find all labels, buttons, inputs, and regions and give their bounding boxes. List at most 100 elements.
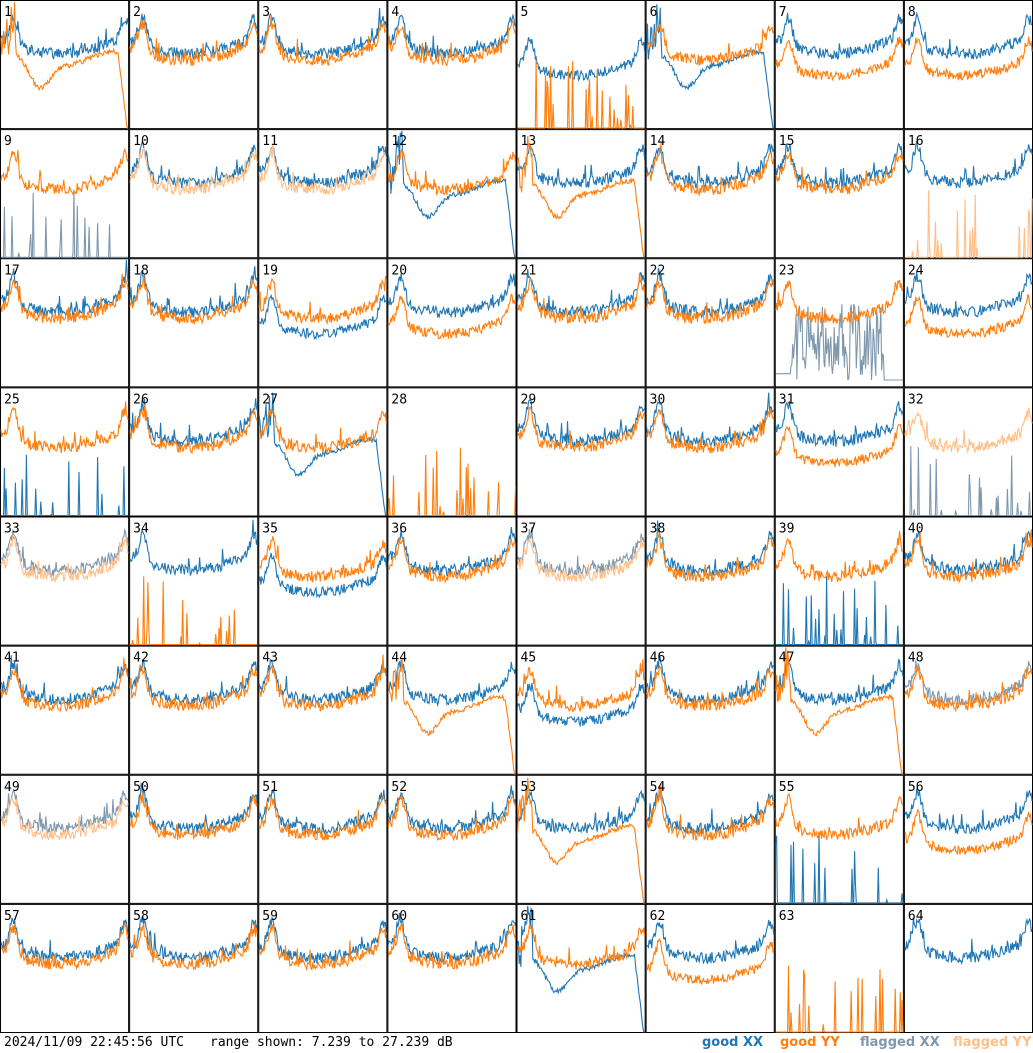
series-good-yy bbox=[904, 293, 1033, 338]
panel-border bbox=[387, 387, 517, 517]
panel-label: 21 bbox=[521, 263, 537, 278]
panel-64: 64 bbox=[903, 903, 1033, 1033]
panel-label: 61 bbox=[521, 909, 537, 924]
timestamp: 2024/11/09 22:45:56 UTC bbox=[4, 1035, 185, 1050]
series-good-xx bbox=[129, 398, 258, 447]
panel-border bbox=[258, 258, 388, 388]
panel-10: 10 bbox=[129, 129, 259, 259]
panel-31: 31 bbox=[774, 387, 904, 517]
panel-38: 38 bbox=[645, 516, 775, 646]
panel-label: 3 bbox=[262, 5, 270, 20]
panel-border bbox=[516, 258, 646, 388]
series-good-xx bbox=[258, 293, 387, 341]
series-good-yy bbox=[129, 404, 258, 455]
series-good-yy bbox=[0, 922, 129, 970]
panel-27: 27 bbox=[258, 387, 388, 517]
panel-border bbox=[645, 129, 775, 259]
panel-label: 12 bbox=[391, 134, 407, 149]
panel-border bbox=[387, 645, 517, 775]
panel-label: 44 bbox=[391, 651, 407, 666]
series-flagged-yy bbox=[516, 537, 645, 583]
series-flagged-yy bbox=[904, 407, 1033, 454]
series-good-yy bbox=[646, 142, 775, 197]
panel-3: 3 bbox=[258, 0, 388, 130]
series-good-xx bbox=[516, 789, 646, 834]
panel-label: 6 bbox=[650, 5, 658, 20]
panel-label: 46 bbox=[650, 651, 666, 666]
panel-border bbox=[516, 387, 646, 517]
series-good-yy bbox=[387, 794, 517, 842]
panel-border bbox=[645, 516, 775, 646]
panel-border bbox=[903, 258, 1033, 388]
panel-label: 16 bbox=[908, 134, 924, 149]
series-good-xx bbox=[516, 144, 646, 189]
panel-41: 41 bbox=[0, 645, 130, 775]
series-flagged-yy bbox=[0, 534, 129, 584]
panel-37: 37 bbox=[516, 516, 646, 646]
series-flagged-yy bbox=[129, 147, 258, 196]
series-good-yy bbox=[775, 36, 904, 82]
series-good-xx bbox=[129, 658, 258, 706]
panel-51: 51 bbox=[258, 774, 388, 904]
panel-16: 16 bbox=[903, 129, 1033, 259]
panel-60: 60 bbox=[387, 903, 517, 1033]
series-good-xx bbox=[517, 36, 646, 82]
panel-border bbox=[129, 258, 259, 388]
series-good-xx bbox=[0, 917, 129, 964]
panel-32: 32 bbox=[903, 387, 1033, 517]
panel-label: 28 bbox=[391, 392, 407, 407]
panel-8: 8 bbox=[903, 0, 1033, 130]
panel-border bbox=[387, 0, 517, 130]
panel-label: 47 bbox=[779, 651, 795, 666]
series-good-yy bbox=[646, 937, 775, 986]
panel-border bbox=[774, 258, 904, 388]
series-good-xx bbox=[129, 519, 258, 577]
panel-border bbox=[387, 903, 517, 1033]
panel-label: 45 bbox=[521, 651, 537, 666]
panel-49: 49 bbox=[0, 774, 130, 904]
panel-border bbox=[0, 645, 130, 775]
panel-border bbox=[129, 129, 259, 259]
panel-label: 31 bbox=[779, 392, 795, 407]
series-good-yy bbox=[904, 529, 1033, 584]
panel-34: 34 bbox=[129, 516, 259, 646]
series-good-xx bbox=[258, 392, 387, 517]
panel-label: 23 bbox=[779, 263, 795, 278]
panel-border bbox=[645, 258, 775, 388]
series-good-yy bbox=[775, 965, 904, 1033]
series-good-xx bbox=[775, 576, 903, 646]
panel-23: 23 bbox=[774, 258, 904, 388]
panel-label: 40 bbox=[908, 522, 924, 537]
panel-label: 19 bbox=[262, 263, 278, 278]
panel-14: 14 bbox=[645, 129, 775, 259]
series-good-xx bbox=[646, 790, 775, 837]
panel-border bbox=[258, 645, 388, 775]
panel-border bbox=[774, 903, 904, 1033]
series-good-xx bbox=[516, 682, 646, 728]
panel-label: 54 bbox=[650, 780, 666, 795]
panel-label: 43 bbox=[262, 651, 278, 666]
panel-21: 21 bbox=[516, 258, 646, 388]
panel-30: 30 bbox=[645, 387, 775, 517]
series-good-yy bbox=[516, 406, 646, 453]
panel-label: 59 bbox=[262, 909, 278, 924]
panel-border bbox=[774, 645, 904, 775]
series-good-yy bbox=[258, 924, 387, 972]
series-good-xx bbox=[258, 916, 387, 964]
panel-label: 58 bbox=[133, 909, 149, 924]
series-good-xx bbox=[775, 12, 904, 60]
series-good-yy bbox=[258, 275, 387, 325]
panel-11: 11 bbox=[258, 129, 388, 259]
series-flagged-yy bbox=[0, 797, 129, 841]
panel-label: 53 bbox=[521, 780, 537, 795]
panel-6: 6 bbox=[645, 0, 775, 130]
panel-border bbox=[387, 774, 517, 904]
series-good-xx bbox=[387, 273, 517, 319]
panel-border bbox=[903, 645, 1033, 775]
panel-43: 43 bbox=[258, 645, 388, 775]
panel-border bbox=[258, 129, 388, 259]
panel-9: 9 bbox=[0, 129, 130, 259]
panel-25: 25 bbox=[0, 387, 130, 517]
series-good-xx bbox=[646, 4, 774, 129]
panel-22: 22 bbox=[645, 258, 775, 388]
